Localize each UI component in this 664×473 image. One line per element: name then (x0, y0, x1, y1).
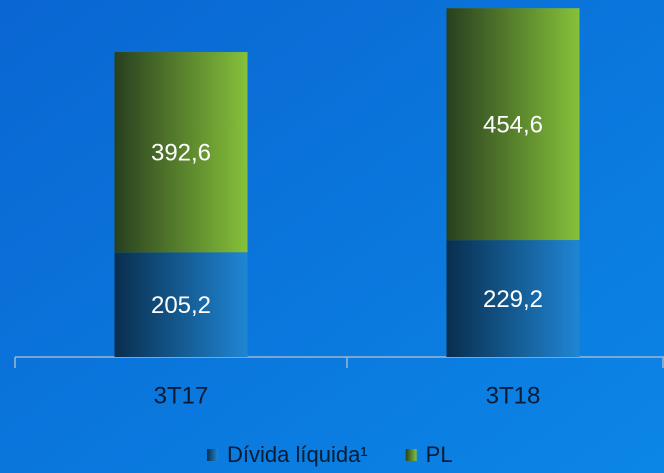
bar-shade (446, 240, 580, 357)
x-tick-label: 3T18 (486, 382, 541, 409)
legend-swatch-shade (405, 449, 417, 461)
value-label: 454,6 (483, 111, 543, 138)
legend-swatch-shade (207, 449, 218, 461)
legend-label: Dívida líquida¹ (227, 442, 368, 467)
bar-shade (446, 8, 580, 241)
x-tick-label: 3T17 (154, 382, 209, 409)
value-label: 205,2 (151, 292, 211, 319)
value-label: 229,2 (483, 286, 543, 313)
value-label: 392,6 (151, 140, 211, 167)
legend-label: PL (426, 442, 453, 467)
bar-shade (114, 252, 248, 357)
bar-shade (114, 52, 248, 253)
